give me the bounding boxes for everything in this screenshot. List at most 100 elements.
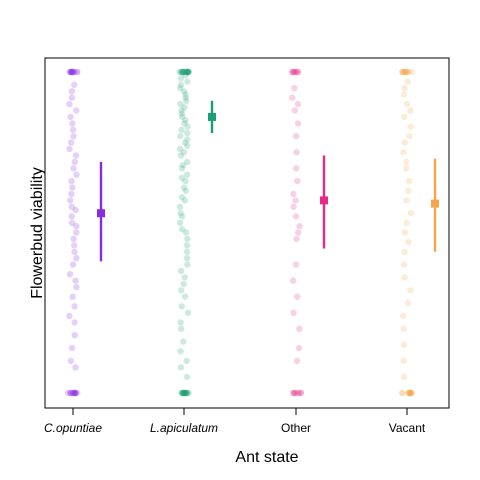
data-point <box>68 94 76 101</box>
data-point <box>71 389 78 397</box>
data-point <box>407 210 415 217</box>
data-point <box>182 389 189 397</box>
data-point <box>176 219 184 227</box>
estimates <box>97 100 439 262</box>
data-point <box>67 357 75 365</box>
estimate-marker <box>208 112 216 121</box>
data-point <box>68 88 76 95</box>
data-point <box>401 229 409 236</box>
data-point <box>294 293 301 300</box>
y-axis-title: Flowerbud viability <box>29 167 46 299</box>
data-point <box>73 107 80 114</box>
data-point <box>398 68 406 76</box>
data-point <box>294 120 302 127</box>
data-point <box>288 68 295 76</box>
data-point <box>292 261 300 268</box>
data-point <box>401 68 408 76</box>
data-point <box>67 68 74 76</box>
data-point <box>184 68 191 76</box>
data-point <box>401 248 408 255</box>
data-point <box>180 184 188 191</box>
data-point <box>66 271 74 278</box>
data-point <box>292 133 300 140</box>
data-point <box>181 274 188 281</box>
data-point <box>179 226 186 233</box>
data-point <box>184 129 191 137</box>
data-point <box>404 78 411 85</box>
x-tick-label: C.opuntiae <box>44 421 102 435</box>
data-point <box>67 389 75 397</box>
data-point <box>180 389 188 397</box>
data-point <box>72 152 80 159</box>
data-points <box>64 68 416 397</box>
data-point <box>399 389 406 397</box>
data-point <box>289 277 297 284</box>
data-point <box>180 88 188 95</box>
data-point <box>180 280 187 288</box>
data-point <box>290 389 298 397</box>
data-point <box>68 203 75 210</box>
data-point <box>182 72 189 79</box>
data-point <box>182 177 189 185</box>
estimate-marker <box>320 196 328 205</box>
data-point <box>290 68 298 76</box>
data-point <box>178 165 186 172</box>
data-point <box>73 68 81 76</box>
data-point <box>71 242 78 249</box>
data-point <box>69 126 77 133</box>
x-tick-label: Other <box>281 421 311 435</box>
estimate-marker <box>431 199 439 208</box>
data-point <box>184 68 192 76</box>
data-point <box>401 274 408 281</box>
data-point <box>71 81 78 89</box>
data-point <box>406 133 413 140</box>
x-tick-label: Vacant <box>389 421 426 435</box>
data-point <box>407 123 414 130</box>
data-point <box>293 357 301 365</box>
data-point <box>72 389 79 397</box>
data-point <box>293 149 300 156</box>
data-point <box>69 68 76 76</box>
data-point <box>68 190 75 198</box>
data-point <box>184 309 192 316</box>
data-point <box>178 107 185 114</box>
data-point <box>178 325 185 332</box>
data-point <box>401 113 408 121</box>
data-point <box>183 68 190 76</box>
data-point <box>68 219 76 227</box>
data-point <box>73 229 80 236</box>
data-point <box>71 389 79 397</box>
data-point <box>405 389 412 397</box>
data-point <box>184 78 191 85</box>
data-point <box>177 319 184 326</box>
data-point <box>181 104 188 111</box>
data-point <box>70 235 77 243</box>
data-point <box>68 344 76 352</box>
data-point <box>400 341 408 349</box>
data-point <box>401 139 408 146</box>
data-point <box>70 165 77 172</box>
data-point <box>178 213 186 220</box>
data-point <box>183 248 191 255</box>
data-point <box>408 389 415 397</box>
data-point <box>178 126 185 133</box>
data-point <box>295 389 302 397</box>
data-point <box>184 235 191 243</box>
data-point <box>293 68 300 76</box>
data-point <box>183 242 191 249</box>
data-point <box>71 332 78 339</box>
data-point <box>294 177 301 185</box>
data-point <box>66 100 73 108</box>
data-point <box>401 84 408 92</box>
data-point <box>292 213 300 220</box>
data-point <box>297 389 305 397</box>
data-point <box>68 68 75 76</box>
data-point <box>399 68 406 76</box>
data-point <box>180 338 187 345</box>
data-point <box>71 248 78 255</box>
data-point <box>399 389 406 397</box>
data-point <box>68 68 75 76</box>
data-point <box>74 389 81 397</box>
data-point <box>399 312 407 320</box>
data-point <box>71 319 78 326</box>
